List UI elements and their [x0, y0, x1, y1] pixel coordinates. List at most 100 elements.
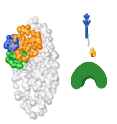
Circle shape [18, 46, 20, 48]
Circle shape [35, 88, 36, 90]
Circle shape [33, 52, 36, 56]
Circle shape [55, 75, 58, 78]
Circle shape [17, 46, 21, 51]
Circle shape [15, 50, 19, 54]
Circle shape [21, 73, 26, 78]
Circle shape [86, 14, 88, 16]
Circle shape [45, 53, 49, 58]
Circle shape [43, 38, 46, 42]
Circle shape [42, 86, 46, 90]
Circle shape [17, 56, 18, 57]
Circle shape [8, 43, 9, 44]
Circle shape [26, 32, 29, 36]
Circle shape [26, 108, 27, 110]
Circle shape [54, 52, 57, 56]
Circle shape [12, 36, 14, 37]
Circle shape [8, 52, 10, 54]
Circle shape [19, 29, 20, 31]
Circle shape [25, 30, 26, 32]
Circle shape [43, 45, 45, 46]
Circle shape [28, 81, 33, 86]
Circle shape [35, 51, 36, 53]
Circle shape [27, 31, 28, 32]
Circle shape [16, 51, 18, 52]
Circle shape [32, 38, 36, 43]
Circle shape [23, 39, 28, 44]
Circle shape [9, 42, 13, 46]
Circle shape [11, 35, 16, 40]
Circle shape [24, 58, 25, 59]
Circle shape [26, 107, 27, 108]
Circle shape [30, 22, 32, 23]
Circle shape [20, 60, 21, 61]
Circle shape [17, 54, 18, 56]
Circle shape [12, 36, 13, 37]
Circle shape [13, 46, 15, 47]
Circle shape [21, 72, 25, 77]
Circle shape [15, 46, 18, 49]
Circle shape [11, 62, 12, 63]
Circle shape [24, 53, 27, 57]
Circle shape [47, 65, 49, 67]
Circle shape [38, 39, 40, 41]
Circle shape [36, 85, 37, 87]
Circle shape [21, 41, 23, 43]
Circle shape [50, 76, 52, 78]
Circle shape [36, 38, 40, 43]
Circle shape [37, 66, 41, 70]
Circle shape [17, 56, 19, 58]
Circle shape [53, 85, 54, 86]
Circle shape [26, 96, 28, 98]
Circle shape [49, 94, 53, 99]
Circle shape [28, 42, 30, 44]
Circle shape [22, 39, 24, 40]
Circle shape [47, 92, 51, 96]
Circle shape [6, 57, 10, 61]
Circle shape [22, 82, 27, 87]
Circle shape [18, 45, 21, 48]
Circle shape [15, 56, 17, 58]
Circle shape [42, 88, 43, 90]
Circle shape [20, 28, 23, 32]
Circle shape [29, 68, 31, 70]
Circle shape [26, 56, 28, 58]
Circle shape [16, 76, 21, 80]
Circle shape [29, 41, 30, 42]
Circle shape [36, 38, 37, 39]
Circle shape [25, 29, 26, 31]
Circle shape [32, 80, 33, 82]
Circle shape [14, 40, 17, 43]
Circle shape [11, 42, 15, 46]
Circle shape [26, 55, 30, 60]
Circle shape [20, 47, 21, 48]
Circle shape [18, 64, 22, 68]
Circle shape [30, 78, 34, 82]
Circle shape [22, 53, 23, 55]
Circle shape [48, 42, 51, 46]
Circle shape [39, 42, 40, 43]
Circle shape [31, 40, 34, 44]
Circle shape [37, 30, 39, 32]
Circle shape [38, 75, 40, 77]
Circle shape [44, 33, 46, 34]
Circle shape [48, 43, 53, 48]
Circle shape [37, 43, 38, 44]
Circle shape [52, 57, 56, 61]
Circle shape [34, 52, 37, 56]
Circle shape [52, 55, 57, 60]
Circle shape [36, 112, 39, 116]
Circle shape [38, 54, 42, 58]
Circle shape [24, 44, 28, 49]
Circle shape [43, 87, 44, 88]
Circle shape [31, 31, 35, 34]
Circle shape [48, 65, 50, 67]
Circle shape [16, 46, 17, 48]
Circle shape [14, 64, 16, 65]
Circle shape [50, 38, 51, 39]
Circle shape [29, 43, 33, 47]
Circle shape [16, 97, 18, 98]
Circle shape [9, 50, 13, 54]
Circle shape [53, 54, 58, 59]
Circle shape [31, 31, 35, 36]
Circle shape [35, 38, 39, 42]
